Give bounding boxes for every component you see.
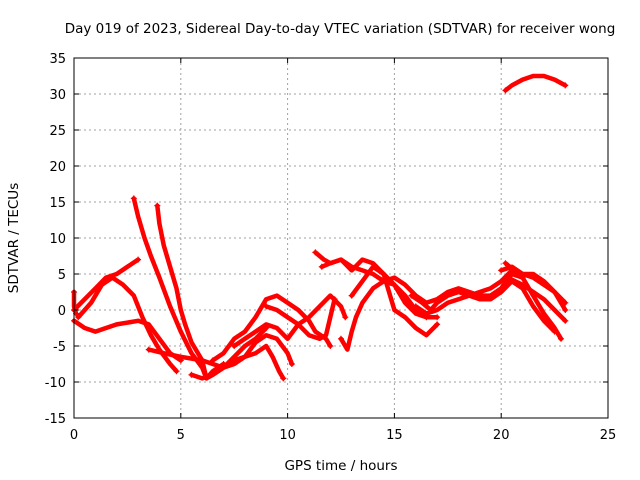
- series-marker: [75, 314, 82, 321]
- series-track-8: [189, 343, 286, 381]
- series-marker: [130, 195, 137, 202]
- series-marker: [562, 82, 569, 89]
- series-marker: [312, 249, 319, 256]
- series-marker: [342, 314, 349, 321]
- grid: [74, 58, 608, 418]
- series-track-7: [146, 332, 295, 370]
- series-marker: [173, 368, 180, 375]
- series-track-14: [338, 271, 525, 352]
- series-marker: [338, 335, 344, 342]
- y-tick-label: -15: [45, 412, 66, 427]
- x-tick-label: 5: [177, 428, 185, 443]
- axis-ticks: 0 5 10 15 20 25 -15 -10 -5 0 5 10 15 20 25 30 35: [45, 52, 617, 443]
- chart-title: Day 019 of 2023, Sidereal Day-to-day VTE…: [65, 21, 616, 37]
- series-marker: [331, 296, 338, 303]
- series-marker: [145, 346, 152, 353]
- y-tick-label: -5: [53, 340, 66, 355]
- y-tick-label: 0: [58, 304, 66, 319]
- y-tick-label: 20: [49, 160, 66, 175]
- series-marker: [318, 263, 325, 270]
- series-track-17: [413, 278, 557, 334]
- series-track-11: [263, 296, 337, 342]
- series-track-19: [503, 260, 568, 313]
- y-tick-label: 10: [49, 232, 66, 247]
- x-tick-label: 10: [279, 428, 296, 443]
- series-track-1: [71, 318, 184, 363]
- x-axis-label: GPS time / hours: [284, 458, 397, 474]
- series-track-15: [349, 264, 440, 338]
- series-marker: [348, 292, 355, 299]
- x-tick-label: 15: [386, 428, 403, 443]
- y-tick-label: 30: [49, 88, 66, 103]
- series-marker: [562, 317, 569, 324]
- x-tick-label: 20: [493, 428, 510, 443]
- series-marker: [263, 303, 270, 310]
- series-marker: [209, 357, 216, 364]
- series-marker: [502, 87, 509, 94]
- series-marker: [498, 267, 505, 274]
- series-marker: [504, 274, 511, 281]
- y-tick-label: 5: [58, 268, 66, 283]
- y-tick-label: -10: [45, 376, 66, 391]
- series-marker: [327, 343, 334, 349]
- series-marker: [434, 314, 441, 321]
- y-tick-label: 25: [49, 124, 66, 139]
- x-tick-label: 25: [600, 428, 617, 443]
- series-track-10: [231, 293, 348, 349]
- y-tick-label: 35: [49, 52, 66, 67]
- series-marker: [288, 361, 295, 367]
- series-track-2: [71, 257, 141, 313]
- series-track-21: [503, 73, 568, 93]
- series-track-6: [155, 203, 269, 381]
- series-marker: [434, 321, 441, 328]
- series-marker: [231, 343, 238, 349]
- series-marker: [551, 328, 558, 335]
- series-track-16: [409, 268, 564, 342]
- data-series: [71, 73, 569, 382]
- series-marker: [408, 292, 415, 299]
- series-marker: [154, 202, 161, 209]
- x-tick-label: 0: [70, 428, 78, 443]
- series-track-20: [505, 275, 568, 324]
- series-marker: [562, 307, 569, 313]
- series-marker: [558, 335, 565, 342]
- y-axis-label: SDTVAR / TECUs: [6, 183, 22, 293]
- y-tick-label: 15: [49, 196, 66, 211]
- series-marker: [280, 375, 287, 382]
- series-marker: [412, 303, 419, 310]
- series-track-9: [210, 293, 333, 363]
- series-marker: [135, 256, 142, 263]
- series-marker: [188, 371, 195, 378]
- series-marker: [502, 260, 509, 267]
